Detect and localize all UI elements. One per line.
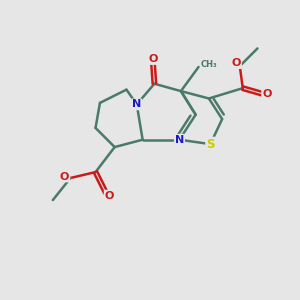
Text: O: O	[60, 172, 69, 182]
Text: S: S	[206, 138, 214, 151]
Text: CH₃: CH₃	[201, 59, 217, 68]
Text: O: O	[232, 58, 241, 68]
Text: N: N	[175, 135, 184, 145]
Text: O: O	[262, 89, 272, 99]
Text: O: O	[148, 54, 158, 64]
Text: N: N	[132, 99, 141, 110]
Text: O: O	[105, 190, 114, 201]
